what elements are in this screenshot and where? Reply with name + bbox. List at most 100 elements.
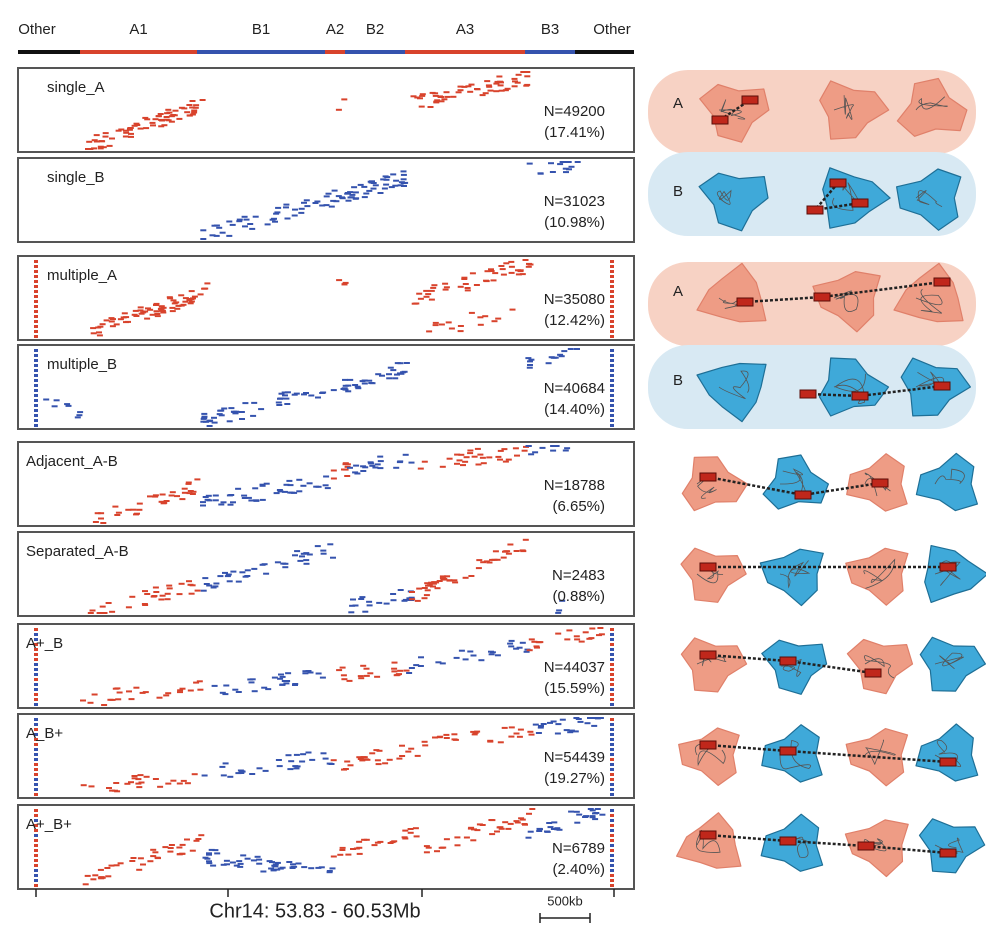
read-dash xyxy=(179,305,185,307)
read-dash xyxy=(363,193,369,195)
read-dash xyxy=(358,184,364,186)
read-dash xyxy=(76,414,82,416)
read-dash xyxy=(502,727,508,729)
read-dash xyxy=(75,416,81,418)
read-dash xyxy=(274,211,280,213)
edge-dash xyxy=(610,404,614,407)
read-dash xyxy=(177,593,183,595)
edge-dash xyxy=(610,849,614,852)
read-dash xyxy=(593,812,599,814)
read-dash xyxy=(98,147,104,149)
read-dash xyxy=(201,418,207,420)
read-dash xyxy=(480,457,486,459)
read-dash xyxy=(186,483,192,485)
read-dash xyxy=(263,770,269,772)
read-dash xyxy=(247,223,253,225)
read-dash xyxy=(169,495,175,497)
read-dash xyxy=(237,219,243,221)
read-dash xyxy=(462,461,468,463)
read-dash xyxy=(372,844,378,846)
read-dash xyxy=(550,171,556,173)
read-dash xyxy=(388,367,394,369)
read-dash xyxy=(524,71,530,73)
read-dash xyxy=(90,610,96,612)
read-dash xyxy=(457,459,463,461)
read-dash xyxy=(220,232,226,234)
read-dash xyxy=(138,306,144,308)
read-dash xyxy=(347,467,353,469)
read-dash xyxy=(569,730,575,732)
read-dash xyxy=(402,600,408,602)
read-dash xyxy=(447,458,453,460)
edge-dash xyxy=(34,399,38,402)
panel-label: Separated_A-B xyxy=(26,543,129,560)
read-dash xyxy=(94,134,100,136)
read-dash xyxy=(416,588,422,590)
read-dash xyxy=(251,402,257,404)
read-dash xyxy=(189,298,195,300)
edge-dash xyxy=(34,839,38,842)
read-dash xyxy=(283,398,289,400)
read-dash xyxy=(202,775,208,777)
read-dash xyxy=(128,136,134,138)
read-dash xyxy=(276,404,282,406)
chromatin-domain xyxy=(846,729,907,786)
read-dash xyxy=(426,330,432,332)
read-dash xyxy=(234,865,240,867)
read-dash xyxy=(186,104,192,106)
read-dash xyxy=(450,96,456,98)
read-dash xyxy=(362,383,368,385)
read-dash xyxy=(468,828,474,830)
read-dash xyxy=(441,98,447,100)
read-dash xyxy=(449,328,455,330)
edge-dash xyxy=(34,354,38,357)
read-dash xyxy=(297,560,303,562)
read-dash xyxy=(512,78,518,80)
read-dash xyxy=(194,840,200,842)
read-dash xyxy=(341,769,347,771)
edge-dash xyxy=(610,414,614,417)
read-dash xyxy=(382,762,388,764)
read-dash xyxy=(508,261,514,263)
read-dash xyxy=(117,692,123,694)
read-dash xyxy=(152,851,158,853)
read-dash xyxy=(343,462,349,464)
read-dash xyxy=(100,606,106,608)
read-dash xyxy=(523,259,529,261)
read-dash xyxy=(316,673,322,675)
read-dash xyxy=(200,99,206,101)
read-dash xyxy=(126,606,132,608)
read-dash xyxy=(495,318,501,320)
read-dash xyxy=(348,764,354,766)
read-dash xyxy=(285,672,291,674)
read-dash xyxy=(398,589,404,591)
chromatin-domain xyxy=(763,455,828,509)
read-dash xyxy=(296,490,302,492)
read-dash xyxy=(122,312,128,314)
read-dash xyxy=(375,842,381,844)
read-dash xyxy=(576,814,582,816)
panel-label: Adjacent_A-B xyxy=(26,453,118,470)
read-dash xyxy=(375,463,381,465)
track-panels: OtherA1B1A2B2A3B3Othersingle_AN=49200(17… xyxy=(18,21,634,897)
read-dash xyxy=(153,591,159,593)
read-dash xyxy=(227,776,233,778)
read-dash xyxy=(276,759,282,761)
read-dash xyxy=(475,448,481,450)
edge-dash xyxy=(610,260,614,263)
read-dash xyxy=(275,207,281,209)
read-dash xyxy=(292,215,298,217)
read-dash xyxy=(204,858,210,860)
read-dash xyxy=(501,274,507,276)
read-dash xyxy=(292,765,298,767)
read-dash xyxy=(54,399,60,401)
read-dash xyxy=(554,828,560,830)
edge-dash xyxy=(34,300,38,303)
read-dash xyxy=(249,228,255,230)
contact-bead xyxy=(742,96,758,104)
read-dash xyxy=(158,113,164,115)
edge-dash xyxy=(610,290,614,293)
read-dash xyxy=(476,567,482,569)
read-dash xyxy=(303,559,309,561)
contact-bead xyxy=(814,293,830,301)
